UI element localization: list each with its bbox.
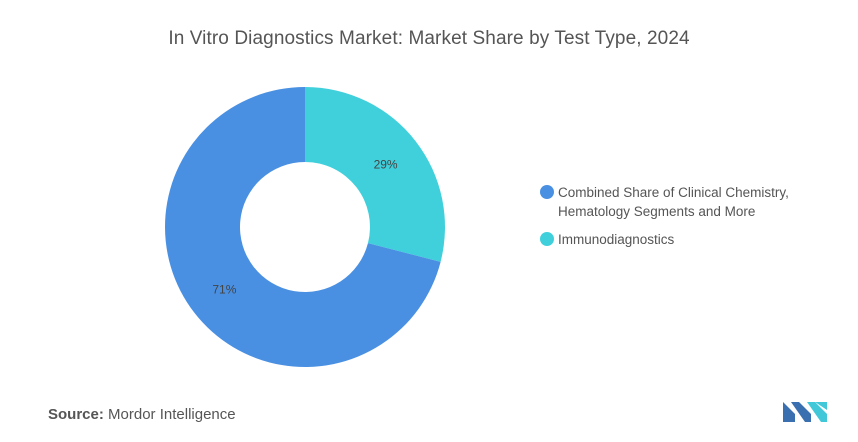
chart-title: In Vitro Diagnostics Market: Market Shar… bbox=[168, 28, 690, 49]
source-prefix: Source: bbox=[48, 406, 104, 423]
legend-label: Immunodiagnostics bbox=[558, 232, 675, 247]
donut-slice bbox=[165, 87, 441, 367]
legend-label: Combined Share of Clinical Chemistry, He… bbox=[558, 185, 789, 219]
slice-data-label: 29% bbox=[374, 157, 398, 171]
source-name: Mordor Intelligence bbox=[108, 406, 236, 423]
donut-slice bbox=[305, 87, 445, 262]
legend-swatch bbox=[540, 232, 554, 246]
mordor-intelligence-logo-icon bbox=[783, 402, 827, 422]
legend-item: Combined Share of Clinical Chemistry, He… bbox=[540, 183, 840, 221]
source-note: Source: Mordor Intelligence bbox=[48, 406, 236, 423]
legend-item: Immunodiagnostics bbox=[540, 230, 840, 249]
legend-swatch bbox=[540, 185, 554, 199]
legend: Combined Share of Clinical Chemistry, He… bbox=[540, 183, 840, 258]
slice-data-label: 71% bbox=[212, 283, 236, 297]
